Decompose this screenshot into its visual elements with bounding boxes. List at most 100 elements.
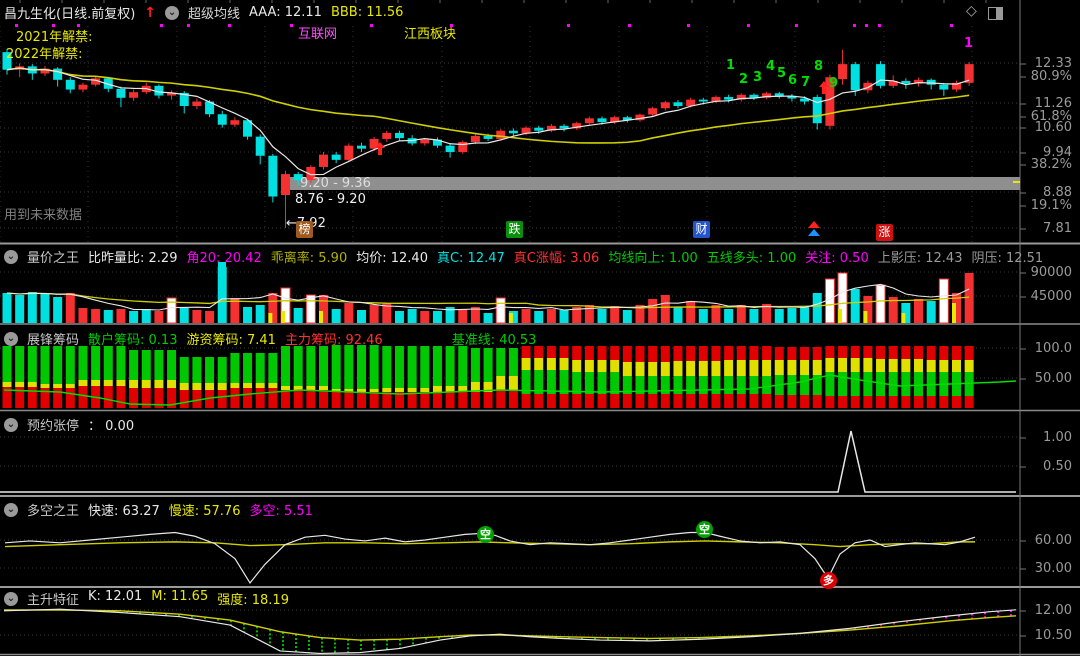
chips-column-segment [888,396,898,408]
volume-bar [230,298,240,323]
indicator-field: K: 12.01 [88,589,143,604]
count-number: 4 [766,59,776,74]
split-view-icon[interactable] [988,7,1003,20]
chips-column-segment [483,382,493,392]
collapse-icon[interactable]: ⌄ [4,591,18,606]
chips-column-segment [496,376,506,390]
band-label: 9.20 - 9.36 [300,176,371,191]
candle [217,114,227,125]
chips-column-segment [534,346,544,358]
chips-column-segment [217,390,227,408]
chips-column-segment [268,388,278,408]
volume-bar [572,307,582,323]
chips-column-segment [914,372,924,396]
candle [78,84,88,90]
collapse-icon[interactable]: ⌄ [4,417,18,432]
volume-bar [483,313,493,323]
candle [572,123,582,129]
candle [660,102,670,109]
chips-column-segment [141,350,151,380]
candle [546,125,556,131]
collapse-icon[interactable]: ⌄ [165,5,180,20]
candle [496,130,506,139]
volume-bar [192,310,202,323]
count-number: 5 [777,66,787,81]
blue-triangle-icon [808,229,820,236]
chips-column-segment [724,376,734,394]
signal-dot [77,24,80,27]
chips-column-segment [344,345,354,389]
tag-jiangxi[interactable]: 江西板块 [404,27,457,42]
candle [698,99,708,102]
chips-column-segment [179,383,189,390]
signal-badge: 空 [696,521,713,538]
count-number: 7 [801,75,811,90]
chips-column-segment [78,380,88,386]
tag-internet[interactable]: 互联网 [298,27,338,42]
volume-bar [382,303,392,323]
chips-column-segment [762,360,772,376]
volume-bar [129,311,139,323]
volume-bar [901,303,911,323]
chips-column-segment [863,346,873,358]
candle [749,94,759,98]
chips-column-segment [217,357,227,383]
chips-column-segment [154,388,164,408]
ma-fast-line [6,67,970,176]
diamond-icon[interactable]: ◇ [966,3,977,19]
chips-column-segment [65,384,75,388]
volume-bar [559,310,569,323]
chips-column-segment [369,345,379,389]
collapse-icon[interactable]: ⌄ [4,502,18,517]
chips-column-segment [205,357,215,383]
volume-bar [356,310,366,323]
volume-bar [698,309,708,323]
chips-column-segment [762,376,772,394]
event-badge: 榜 [296,221,313,238]
collapse-icon[interactable]: ⌄ [4,249,18,264]
chips-column-segment [660,376,670,394]
volume-bar [837,272,848,324]
chips-column-segment [129,380,139,388]
chips-column-segment [774,395,784,408]
chips-column-segment [850,358,860,372]
chips-column-segment [268,353,278,383]
chips-column-segment [901,359,911,372]
event-badge: 财 [693,221,710,238]
candle [319,154,328,167]
candle [825,77,835,126]
chips-column-segment [597,394,607,408]
volume-bar [420,311,430,323]
chips-column-segment [521,346,531,358]
candle [863,82,873,91]
chips-column-segment [382,392,392,408]
chips-column-segment [27,382,37,387]
volume-bar [445,307,455,323]
chips-column-segment [559,370,569,394]
candle [673,102,683,107]
chips-column-segment [673,361,683,376]
volume-bar [369,305,379,323]
chips-column-segment [901,372,911,396]
chips-column-segment [635,346,645,362]
volume-bar-yellow [268,313,273,323]
candle [432,139,442,146]
chips-column-segment [901,396,911,408]
chips-column-segment [825,396,835,408]
chips-column-segment [787,347,797,360]
main-axis-label: 8.88 [1043,185,1072,200]
chips-column-segment [876,396,886,408]
chips-column-segment [635,362,645,376]
volume-bar [914,299,924,323]
chips-column-segment [116,346,126,380]
volume-bar [673,307,683,323]
panel3-header: ⌄ 展锋筹码 散户筹码: 0.13 游资筹码: 7.41 主力筹码: 92.46 基准… [4,329,536,348]
chips-column-segment [91,380,101,386]
chips-column-segment [91,346,101,380]
chips-column-segment [293,346,303,386]
collapse-icon[interactable]: ⌄ [4,331,18,346]
red-triangle-icon [808,221,820,228]
candle [445,145,455,153]
chips-column-segment [27,387,37,408]
